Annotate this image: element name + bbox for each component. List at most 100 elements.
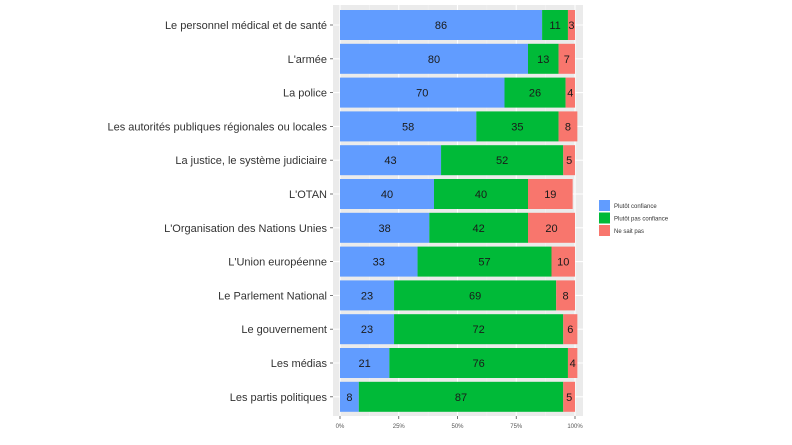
bar-segment — [563, 145, 575, 176]
category-label: Le personnel médical et de santé — [165, 20, 327, 32]
data-label: 19 — [544, 189, 556, 201]
bar-segment — [542, 10, 568, 40]
bar-segment — [558, 111, 578, 142]
data-label: 21 — [359, 358, 371, 370]
data-label: 57 — [478, 257, 490, 269]
data-label: 8 — [563, 290, 569, 302]
bar-segment — [358, 381, 564, 412]
bar-segment — [340, 381, 359, 412]
x-tick-label: 25% — [393, 424, 406, 430]
data-label: 5 — [566, 155, 572, 167]
data-label: 8 — [346, 392, 352, 404]
category-label: Les partis politiques — [230, 392, 328, 404]
category-label: L'OTAN — [289, 189, 327, 201]
data-label: 42 — [473, 223, 485, 235]
bar-segment — [476, 111, 559, 142]
legend-key — [599, 212, 610, 224]
bar-segment — [340, 348, 390, 378]
bar-segment — [556, 280, 575, 311]
bar-segment — [417, 246, 552, 277]
data-label: 38 — [379, 223, 391, 235]
category-label: L'Union européenne — [228, 257, 327, 269]
data-label: 40 — [475, 189, 487, 201]
data-label: 33 — [373, 257, 385, 269]
data-label: 80 — [428, 54, 440, 66]
bar-segment — [340, 246, 418, 277]
data-label: 3 — [568, 20, 574, 32]
data-label: 72 — [473, 324, 485, 336]
data-label: 40 — [381, 189, 393, 201]
bar-segment — [563, 314, 578, 345]
bar-segment — [504, 77, 566, 108]
category-label: Le gouvernement — [241, 324, 327, 336]
category-label: La police — [283, 88, 327, 100]
bar-segment — [563, 381, 575, 412]
data-label: 76 — [473, 358, 485, 370]
category-label: Les autorités publiques régionales ou lo… — [107, 121, 327, 133]
data-label: 10 — [557, 257, 569, 269]
legend-label: Plutôt confiance — [614, 204, 657, 210]
legend-label: Plutôt pas confiance — [614, 216, 669, 222]
category-labels: Le personnel médical et de santé L'armée L… — [107, 20, 333, 404]
bar-segment — [558, 43, 575, 74]
data-label: 35 — [511, 121, 523, 133]
bar-segment — [340, 314, 395, 345]
legend-key — [599, 225, 610, 236]
category-label: L'Organisation des Nations Unies — [164, 223, 327, 235]
data-label: 6 — [567, 324, 573, 336]
data-label: 5 — [566, 392, 572, 404]
bar-segment — [551, 246, 575, 277]
bar-segment — [340, 145, 442, 176]
data-label: 8 — [565, 121, 571, 133]
data-label: 43 — [384, 155, 396, 167]
bar-segment — [567, 10, 575, 40]
bar-segment — [434, 179, 528, 209]
bar-segment — [394, 314, 564, 345]
legend-label: Ne sait pas — [614, 229, 644, 235]
data-label: 26 — [529, 88, 541, 100]
data-label: 87 — [455, 392, 467, 404]
x-tick-label: 50% — [451, 424, 464, 430]
x-axis-ticks: 0% 25% 50% 75% 100% — [336, 416, 583, 430]
category-label: Le Parlement National — [218, 290, 327, 302]
bar-segment — [340, 212, 430, 243]
bar-segment — [567, 348, 578, 378]
data-label: 23 — [361, 290, 373, 302]
x-tick-label: 75% — [510, 424, 523, 430]
bar-segment — [340, 43, 528, 74]
data-label: 70 — [416, 88, 428, 100]
category-label: La justice, le système judiciaire — [175, 155, 327, 167]
bar-segment — [340, 179, 434, 209]
bar-segment — [528, 43, 559, 74]
data-label: 13 — [537, 54, 549, 66]
bar-segment — [340, 280, 395, 311]
data-label: 23 — [361, 324, 373, 336]
legend: Plutôt confiance Plutôt pas confiance Ne s… — [599, 200, 669, 236]
data-label: 69 — [469, 290, 481, 302]
bar-segment — [565, 77, 575, 108]
data-label: 11 — [549, 20, 560, 32]
bar-segment — [389, 348, 568, 378]
data-label: 20 — [545, 223, 557, 235]
bar-segment — [528, 212, 575, 243]
legend-key — [599, 200, 610, 211]
bar-segment — [441, 145, 564, 176]
data-label: 7 — [564, 54, 570, 66]
x-tick-label: 100% — [567, 424, 583, 430]
bar-segment — [394, 280, 557, 311]
data-label: 4 — [570, 358, 576, 370]
data-label: 4 — [567, 88, 573, 100]
bar-segment — [429, 212, 528, 243]
x-tick-label: 0% — [336, 424, 345, 430]
bar-segment — [340, 111, 477, 142]
bar-segment — [340, 77, 505, 108]
category-label: L'armée — [288, 54, 327, 66]
data-label: 58 — [402, 121, 414, 133]
data-label: 52 — [496, 155, 508, 167]
category-label: Les médias — [271, 358, 328, 370]
data-label: 86 — [435, 20, 447, 32]
bar-segment — [340, 10, 543, 40]
bar-segment — [528, 179, 573, 209]
